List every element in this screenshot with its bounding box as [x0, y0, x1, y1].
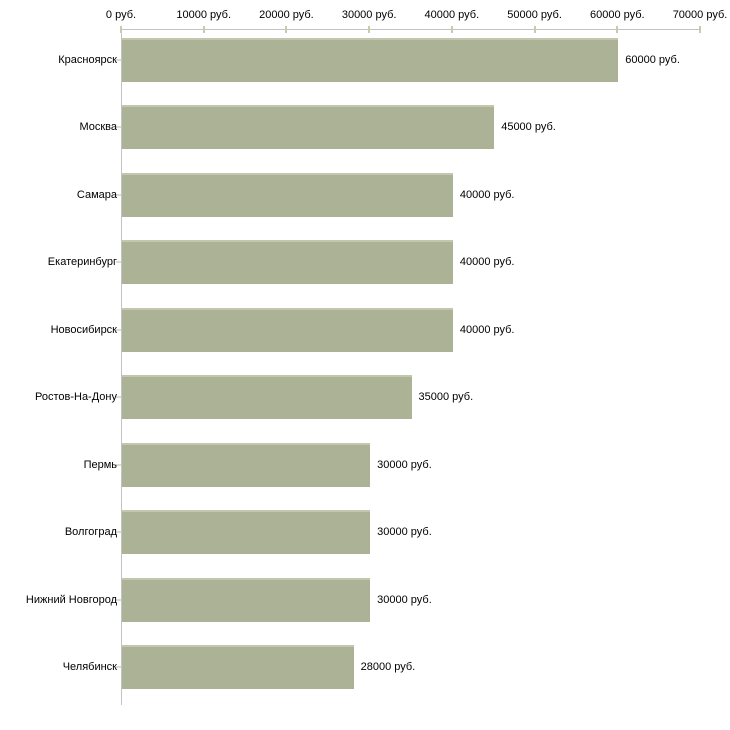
x-axis-tick	[616, 26, 619, 33]
y-axis-tick	[116, 598, 121, 601]
x-axis-line	[121, 29, 700, 30]
category-label: Москва	[79, 121, 117, 134]
value-label: 40000 руб.	[459, 323, 515, 336]
category-label: Челябинск	[62, 661, 117, 674]
category-label: Красноярск	[58, 54, 117, 66]
bar	[122, 442, 371, 487]
category-label: Новосибирск	[50, 323, 117, 336]
y-axis-tick	[116, 463, 121, 466]
bar	[122, 510, 371, 555]
y-axis-tick	[116, 396, 121, 399]
bar	[122, 375, 412, 420]
bar	[122, 240, 453, 285]
x-axis-tick	[120, 26, 122, 33]
category-label: Пермь	[83, 458, 117, 471]
value-label: 60000 руб.	[625, 54, 680, 66]
bar	[122, 645, 354, 690]
x-axis-tick-label: 10000 руб.	[176, 9, 232, 21]
category-label: Нижний Новгород	[25, 593, 117, 606]
x-axis-tick	[450, 26, 453, 33]
x-axis-tick	[533, 26, 536, 33]
y-axis-tick	[116, 328, 121, 331]
bar	[122, 577, 371, 622]
value-label: 28000 руб.	[360, 661, 416, 674]
x-axis-tick	[368, 26, 371, 33]
x-axis-tick	[699, 26, 701, 33]
bar	[122, 105, 495, 150]
x-axis-tick-label: 40000 руб.	[424, 9, 480, 21]
x-axis-tick-label: 0 руб.	[105, 9, 137, 21]
value-label: 40000 руб.	[459, 188, 515, 201]
value-label: 30000 руб.	[377, 593, 432, 606]
y-axis-line	[121, 29, 122, 705]
y-axis-tick	[116, 126, 121, 129]
x-axis-tick-label: 30000 руб.	[341, 9, 397, 21]
x-axis-tick	[202, 26, 205, 33]
category-label: Ростов-На-Дону	[34, 391, 117, 404]
value-label: 35000 руб.	[418, 391, 474, 404]
y-axis-tick	[116, 193, 121, 196]
x-axis-tick-label: 70000 руб.	[672, 9, 728, 21]
y-axis-tick	[116, 59, 121, 61]
category-label: Волгоград	[64, 526, 117, 539]
y-axis-tick	[116, 261, 121, 264]
bar	[122, 38, 619, 82]
bar	[122, 172, 453, 217]
value-label: 45000 руб.	[501, 121, 556, 134]
value-label: 30000 руб.	[377, 526, 432, 539]
bar	[122, 307, 453, 352]
value-label: 30000 руб.	[377, 458, 432, 471]
x-axis-tick	[285, 26, 288, 33]
x-axis-tick-label: 20000 руб.	[259, 9, 314, 21]
value-label: 40000 руб.	[459, 256, 515, 269]
x-axis-tick-label: 60000 руб.	[589, 9, 645, 21]
y-axis-tick	[116, 666, 121, 669]
category-label: Екатеринбург	[47, 256, 117, 269]
x-axis-tick-label: 50000 руб.	[507, 9, 562, 21]
y-axis-tick	[116, 531, 121, 534]
category-label: Самара	[76, 188, 117, 201]
